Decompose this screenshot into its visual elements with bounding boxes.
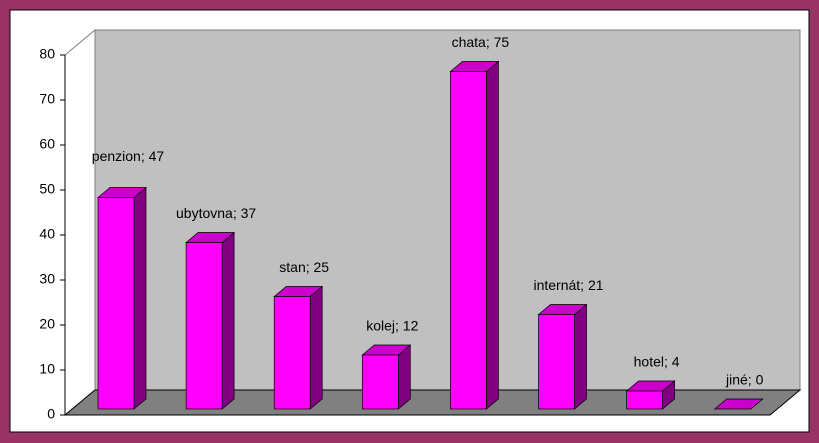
- side-wall: [64, 28, 96, 417]
- bar-side: [309, 285, 323, 410]
- y-tick-label: 60: [39, 136, 55, 152]
- data-label: penzion; 47: [92, 148, 165, 164]
- bar: [450, 71, 487, 410]
- data-label: internát; 21: [533, 277, 603, 293]
- data-label: chata; 75: [452, 34, 510, 50]
- y-tick-label: 40: [39, 226, 55, 242]
- bar-side: [397, 344, 411, 410]
- y-tick-label: 50: [39, 181, 55, 197]
- bar-side: [574, 303, 587, 410]
- data-label: stan; 25: [279, 259, 329, 275]
- bar: [97, 197, 135, 410]
- y-tick-label: 0: [47, 406, 55, 422]
- y-tick-label: 30: [39, 271, 55, 287]
- data-label: kolej; 12: [366, 318, 418, 334]
- data-label: hotel; 4: [634, 354, 680, 370]
- bar: [361, 354, 399, 410]
- bar-side: [133, 186, 147, 410]
- y-tick-label: 10: [39, 361, 55, 377]
- data-label: ubytovna; 37: [176, 205, 256, 221]
- bar-side: [486, 60, 499, 410]
- bar: [626, 390, 663, 410]
- bar: [185, 242, 223, 410]
- floor: [63, 389, 802, 416]
- bar-side: [221, 231, 235, 410]
- bar-top: [713, 398, 764, 410]
- y-tick-label: 70: [39, 91, 55, 107]
- y-tick-label: 20: [39, 316, 55, 332]
- y-tick-label: 80: [39, 46, 55, 62]
- data-label: jiné; 0: [725, 372, 764, 388]
- bar: [538, 314, 575, 410]
- bar: [273, 296, 311, 410]
